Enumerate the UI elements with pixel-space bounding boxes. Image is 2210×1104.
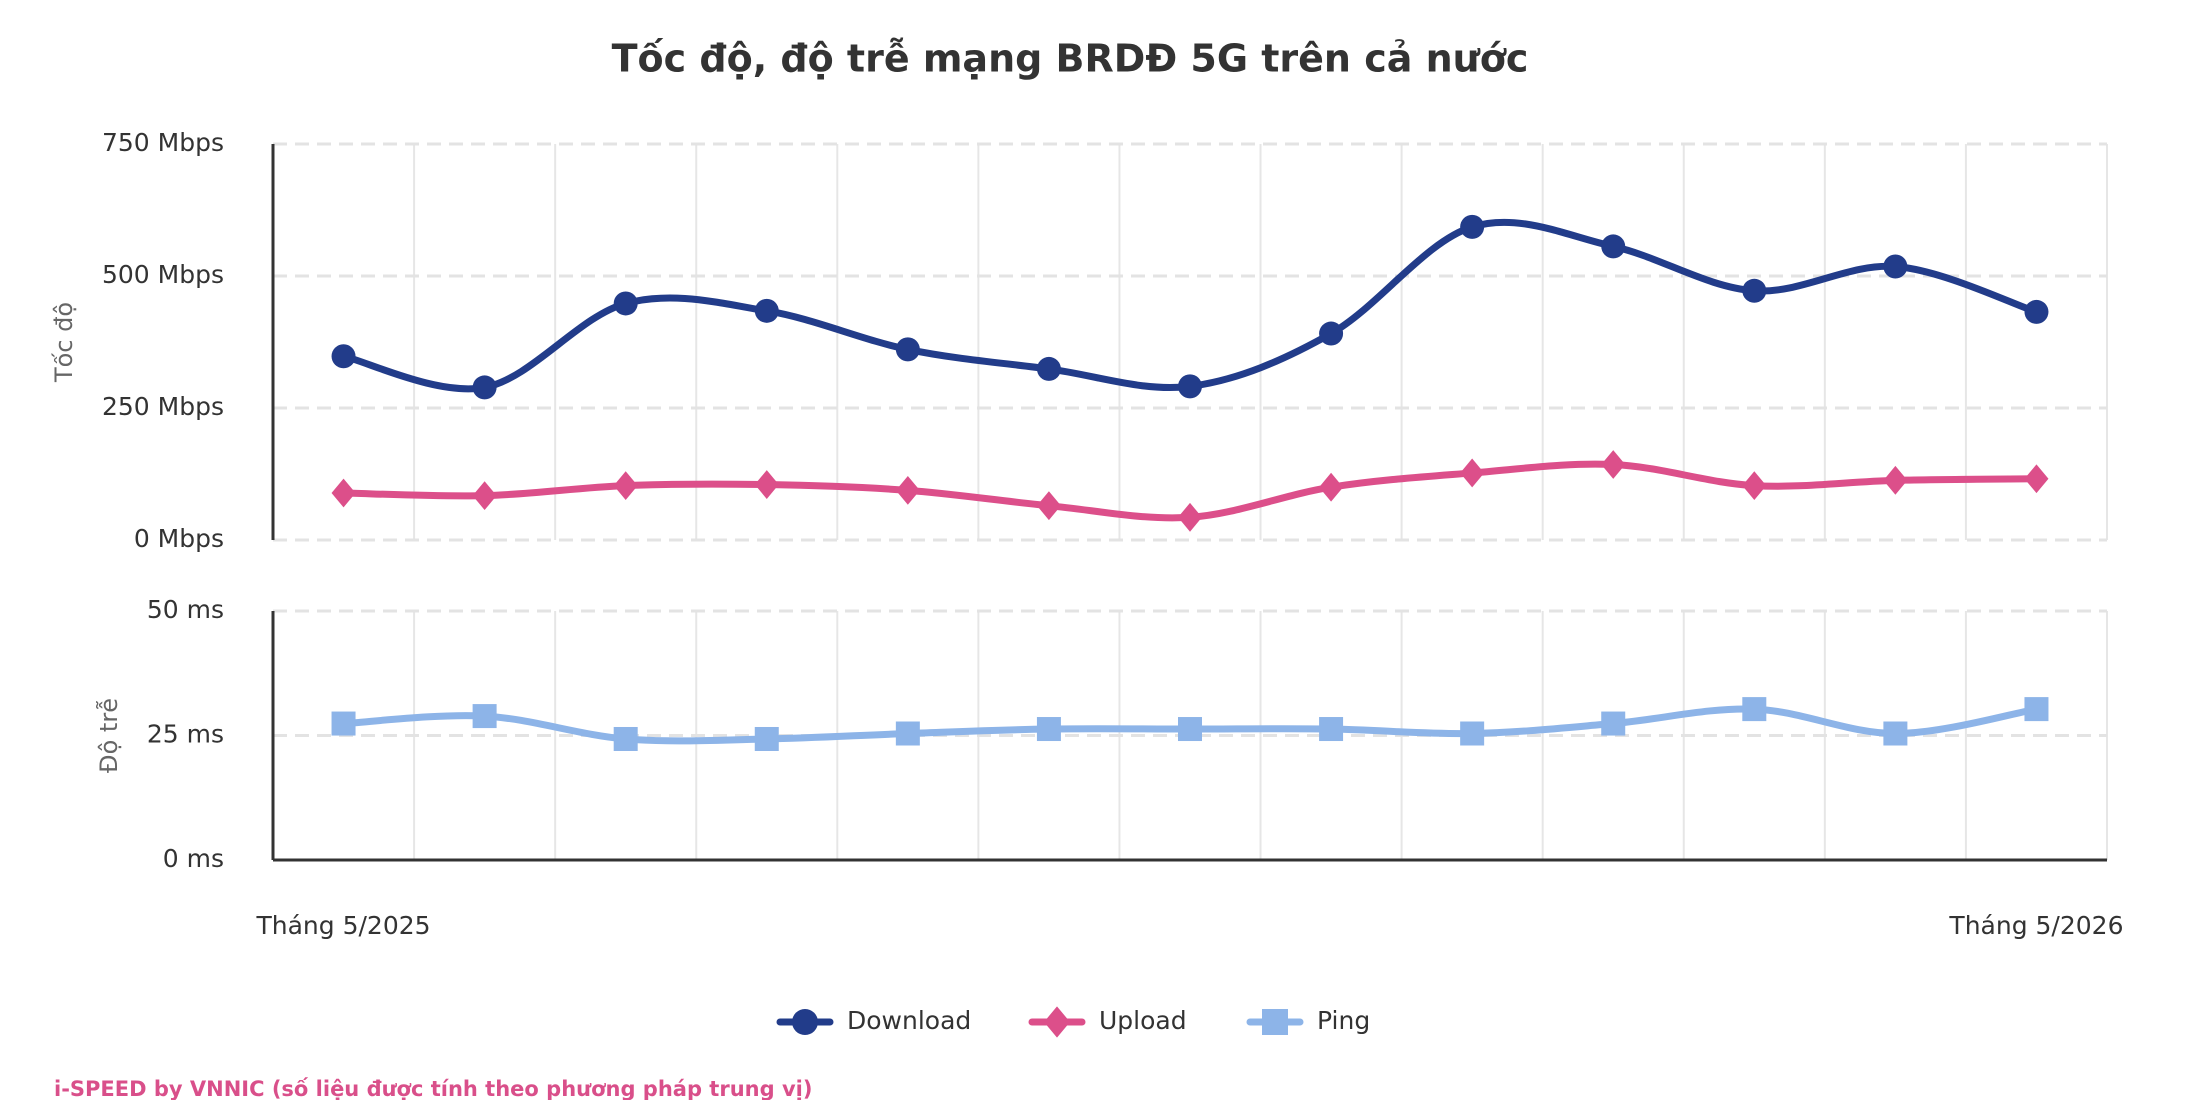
- point: [613, 471, 638, 501]
- x-tick-label: Tháng 5/2025: [256, 911, 431, 940]
- point: [1319, 472, 1344, 502]
- point: [331, 344, 356, 369]
- point: [2024, 464, 2049, 494]
- point: [1883, 721, 1908, 746]
- point: [1036, 491, 1061, 521]
- point: [1883, 465, 1908, 495]
- y2-axis-title: Độ trễ: [94, 698, 123, 773]
- point: [613, 291, 638, 316]
- point: [1460, 721, 1485, 746]
- point: [472, 481, 497, 511]
- point: [2024, 299, 2049, 324]
- x-tick-label: Tháng 5/2026: [1948, 911, 2123, 940]
- point: [1742, 278, 1767, 303]
- point: [472, 704, 497, 729]
- legend-marker: [1262, 1009, 1288, 1035]
- point: [472, 375, 497, 400]
- y-tick-label: 750 Mbps: [102, 128, 224, 157]
- y-tick-label: 50 ms: [147, 595, 224, 624]
- y-tick-label: 500 Mbps: [102, 260, 224, 289]
- legend-label: Upload: [1099, 1006, 1187, 1035]
- series-line: [340, 218, 2040, 393]
- y-axis-title: Tốc độ: [50, 302, 78, 383]
- y-tick-label: 0 Mbps: [134, 524, 224, 553]
- point: [1178, 502, 1202, 532]
- point: [1742, 697, 1767, 722]
- point: [1319, 717, 1344, 742]
- legend-marker: [792, 1009, 818, 1035]
- point: [1601, 711, 1626, 736]
- point: [1178, 374, 1202, 399]
- point: [1460, 458, 1485, 488]
- point: [754, 726, 779, 751]
- point: [1601, 450, 1626, 479]
- chart-title: Tốc độ, độ trễ mạng BRDĐ 5G trên cả nước: [612, 37, 1529, 81]
- point: [754, 470, 779, 499]
- point: [1883, 254, 1908, 279]
- point: [1460, 214, 1485, 239]
- point: [331, 478, 356, 508]
- y-tick-label: 25 ms: [147, 720, 224, 749]
- legend-marker: [1044, 1006, 1070, 1038]
- point: [1036, 717, 1061, 742]
- y-tick-label: 0 ms: [163, 844, 224, 873]
- point: [754, 298, 779, 323]
- point: [895, 337, 920, 362]
- point: [1036, 356, 1061, 381]
- point: [1178, 717, 1202, 742]
- point: [613, 726, 638, 751]
- y-tick-label: 250 Mbps: [102, 392, 224, 421]
- point: [331, 711, 356, 736]
- source-note: i-SPEED by VNNIC (số liệu được tính theo…: [54, 1077, 812, 1100]
- point: [1601, 234, 1626, 259]
- point: [1742, 471, 1767, 501]
- legend-label: Ping: [1317, 1006, 1370, 1035]
- point: [895, 721, 920, 746]
- point: [1319, 321, 1344, 346]
- point: [2024, 697, 2049, 722]
- point: [895, 475, 920, 505]
- legend-label: Download: [847, 1006, 971, 1035]
